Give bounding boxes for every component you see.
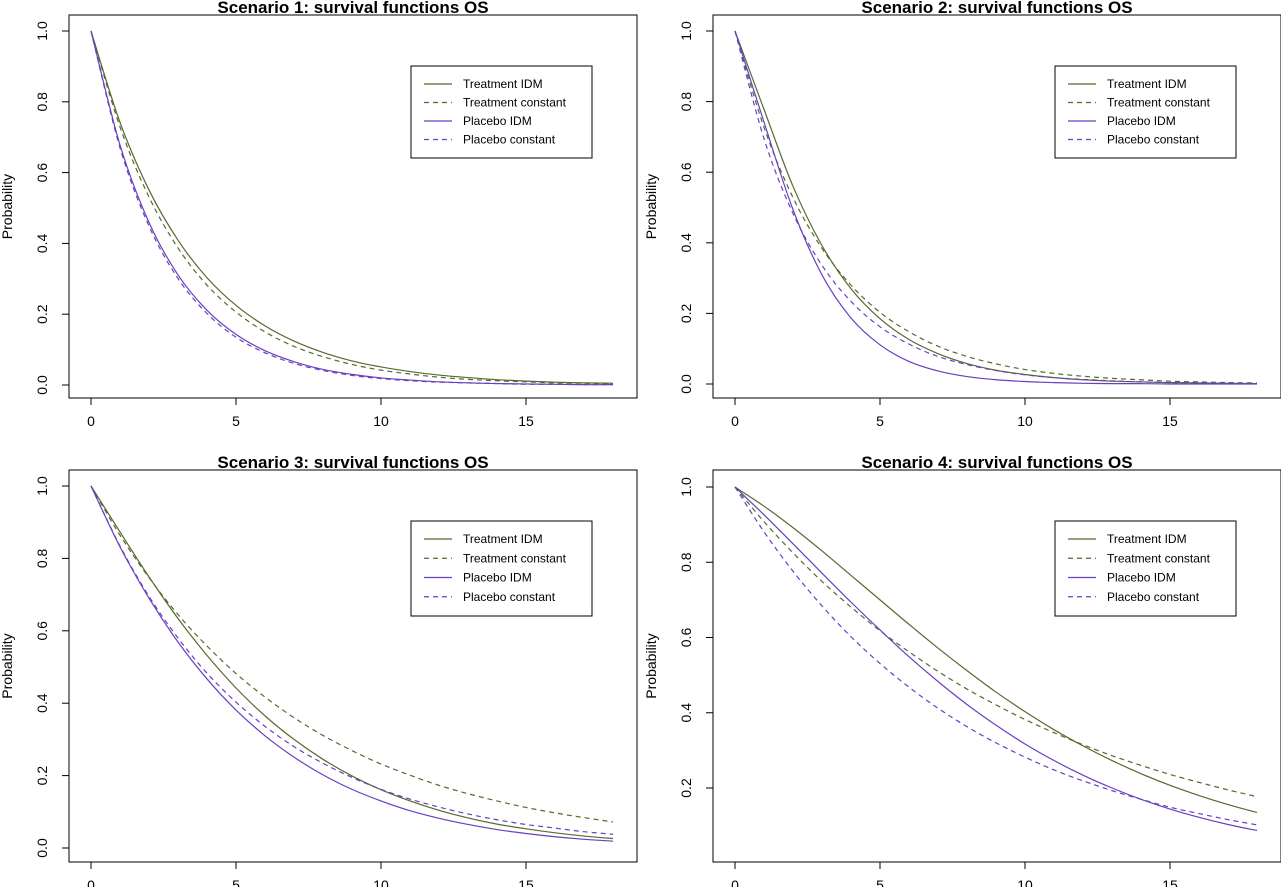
y-tick-label: 0.0 (34, 375, 50, 395)
y-tick-label: 0.6 (678, 628, 694, 648)
y-axis-label: Probability (0, 174, 15, 239)
series-line-treatment-idm (734, 486, 1258, 814)
legend-label: Placebo constant (1107, 133, 1200, 147)
chart-title: Scenario 2: survival functions OS (861, 0, 1132, 17)
chart-title: Scenario 3: survival functions OS (217, 453, 488, 472)
series-line-treatment-constant (734, 486, 1258, 798)
x-tick-label: 0 (87, 413, 95, 429)
x-tick-label: 15 (1162, 413, 1178, 429)
y-tick-label: 1.0 (34, 476, 50, 496)
y-axis-label: Probability (643, 174, 659, 239)
x-tick-label: 10 (1017, 413, 1033, 429)
y-tick-label: 0.2 (678, 303, 694, 323)
y-axis-label: Probability (0, 633, 15, 698)
legend-label: Placebo IDM (1107, 571, 1176, 585)
plot-frame (712, 14, 1281, 399)
legend-label: Treatment constant (1107, 551, 1211, 565)
legend-label: Placebo IDM (1107, 114, 1176, 128)
x-tick-label: 0 (731, 877, 739, 887)
series-line-placebo-constant (734, 30, 1258, 385)
x-tick-label: 15 (1162, 877, 1178, 887)
chart-title: Scenario 4: survival functions OS (861, 453, 1132, 472)
y-tick-label: 0.8 (678, 92, 694, 112)
series-line-placebo-constant (734, 486, 1258, 826)
legend-box (1054, 65, 1237, 159)
y-tick-label: 0.8 (34, 548, 50, 568)
legend-label: Treatment constant (463, 551, 567, 565)
series-line-placebo-constant (90, 485, 614, 835)
y-tick-label: 0.4 (678, 233, 694, 253)
series-line-treatment-constant (90, 485, 614, 823)
legend: Treatment IDM Treatment constant Placebo I… (410, 520, 593, 617)
series-line-treatment-idm (734, 30, 1258, 385)
y-tick-label: 1.0 (34, 21, 50, 41)
legend-label: Treatment IDM (1107, 532, 1187, 546)
series-line-placebo-idm (734, 486, 1258, 832)
series-line-treatment-constant (90, 30, 614, 385)
y-tick-label: 0.6 (34, 163, 50, 183)
y-tick-label: 1.0 (678, 21, 694, 41)
legend-box (410, 520, 593, 617)
legend-label: Treatment IDM (1107, 77, 1187, 91)
legend: Treatment IDM Treatment constant Placebo I… (1054, 65, 1237, 159)
legend-label: Placebo constant (463, 133, 556, 147)
legend-label: Treatment constant (1107, 96, 1211, 110)
x-tick-label: 15 (518, 877, 534, 887)
y-tick-label: 0.4 (34, 693, 50, 713)
y-tick-label: 0.2 (678, 778, 694, 798)
y-tick-label: 0.4 (678, 703, 694, 723)
chart-title: Scenario 1: survival functions OS (217, 0, 488, 17)
chart-panel-4: Scenario 4: survival functions OS 0 5 10 15 0… (643, 453, 1281, 887)
series-line-treatment-constant (734, 30, 1258, 384)
x-tick-label: 10 (373, 877, 389, 887)
x-tick-label: 10 (1017, 877, 1033, 887)
legend-label: Treatment IDM (463, 532, 543, 546)
series-line-treatment-idm (90, 485, 614, 840)
legend-label: Placebo IDM (463, 114, 532, 128)
legend-label: Treatment constant (463, 96, 567, 110)
y-tick-label: 0.0 (34, 838, 50, 858)
y-tick-label: 0.0 (678, 374, 694, 394)
x-tick-label: 0 (731, 413, 739, 429)
legend-label: Placebo constant (1107, 590, 1200, 604)
legend-label: Treatment IDM (463, 77, 543, 91)
legend: Treatment IDM Treatment constant Placebo I… (1054, 520, 1237, 617)
chart-panel-1: Scenario 1: survival functions OS 0 5 10 15 0… (0, 0, 638, 429)
x-tick-label: 5 (876, 877, 884, 887)
y-tick-label: 0.4 (34, 233, 50, 253)
x-tick-label: 5 (232, 877, 240, 887)
y-tick-label: 0.2 (34, 766, 50, 786)
legend-label: Placebo IDM (463, 571, 532, 585)
legend: Treatment IDM Treatment constant Placebo I… (410, 65, 593, 159)
plot-frame (712, 469, 1281, 863)
series-line-placebo-idm (90, 30, 614, 386)
x-tick-label: 15 (518, 413, 534, 429)
plot-frame (68, 469, 638, 863)
legend-box (1054, 520, 1237, 617)
legend-label: Placebo constant (463, 590, 556, 604)
y-tick-label: 0.6 (678, 162, 694, 182)
y-axis-label: Probability (643, 633, 659, 698)
y-tick-label: 1.0 (678, 477, 694, 497)
y-tick-label: 0.8 (678, 552, 694, 572)
x-tick-label: 5 (232, 413, 240, 429)
x-tick-label: 5 (876, 413, 884, 429)
series-line-placebo-idm (734, 30, 1257, 385)
y-tick-label: 0.2 (34, 304, 50, 324)
legend-box (410, 65, 593, 159)
y-tick-label: 0.8 (34, 92, 50, 112)
series-line-treatment-idm (90, 30, 614, 384)
plot-frame (68, 14, 638, 399)
x-tick-label: 10 (373, 413, 389, 429)
chart-panel-2: Scenario 2: survival functions OS 0 5 10 15 0… (643, 0, 1281, 429)
y-tick-label: 0.6 (34, 621, 50, 641)
x-tick-label: 0 (87, 877, 95, 887)
series-line-placebo-idm (90, 485, 614, 842)
chart-panel-3: Scenario 3: survival functions OS 0 5 10 15 0… (0, 453, 638, 887)
